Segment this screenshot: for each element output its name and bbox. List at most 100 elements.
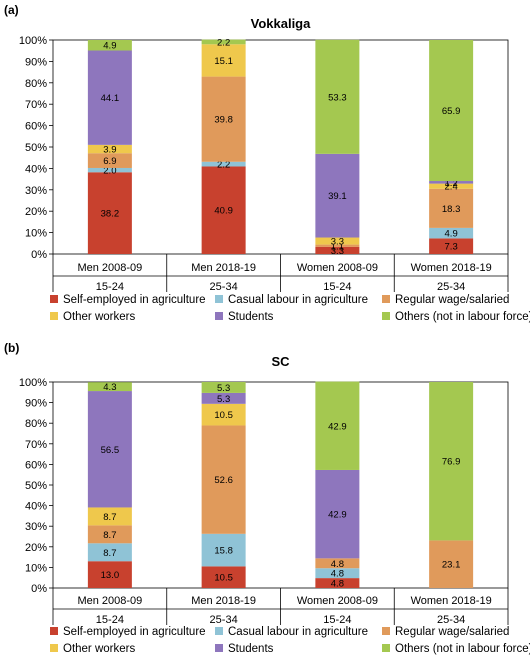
data-label: 1.1 [331, 241, 344, 252]
bar-segment-students [201, 392, 246, 404]
data-label: 5.3 [217, 394, 230, 405]
data-label: 10.5 [214, 573, 233, 584]
legend-swatch [50, 644, 58, 652]
y-tick-label: 80% [25, 78, 47, 90]
data-label: 56.5 [101, 445, 120, 456]
bar-segment-students [87, 50, 132, 145]
x-category-label: Women 2018-19 [411, 595, 492, 607]
bar-segment-regular [201, 76, 246, 162]
legend-label: Students [228, 311, 274, 323]
bar-segment-self_employed [201, 166, 246, 254]
x-category-label: Women 2018-19 [411, 262, 492, 274]
legend-label: Others (not in labour force) [395, 643, 530, 655]
x-category-label: Women 2008-09 [297, 262, 378, 274]
chart-panel: (b) SC 0% 10% 20% 30% 40% 50% 60% 70% 80% 90% 100% Me… [4, 341, 530, 655]
y-tick-label: 50% [25, 480, 47, 492]
bar-segment-students [429, 181, 474, 184]
bar-segment-regular [201, 425, 246, 534]
data-label: 76.9 [442, 457, 461, 468]
bar-segment-regular [429, 188, 474, 228]
data-label: 42.9 [328, 510, 347, 521]
legend-swatch [215, 627, 223, 635]
y-tick-label: 20% [25, 206, 47, 218]
bar-segment-not_in_lf [87, 382, 132, 392]
legend-item: Other workers [50, 643, 135, 655]
y-tick-label: 0% [31, 249, 47, 261]
bar-segment-not_in_lf [87, 40, 132, 51]
x-age-group-label: 15-24 [96, 281, 124, 293]
legend-label: Other workers [63, 643, 135, 655]
legend-swatch [50, 312, 58, 320]
bar-segment-regular [87, 525, 132, 544]
bar-segment-casual [429, 227, 474, 239]
legend-label: Students [228, 643, 274, 655]
legend-item: Casual labour in agriculture [215, 626, 368, 638]
x-category-label: Women 2008-09 [297, 595, 378, 607]
data-label: 4.9 [103, 41, 116, 52]
legend-swatch [50, 295, 58, 303]
chart-title: Vokkaliga [251, 16, 312, 31]
data-label: 3.3 [331, 246, 344, 257]
x-age-group-label: 25-34 [437, 281, 465, 293]
legend-swatch [215, 295, 223, 303]
bar-segment-regular [315, 244, 360, 247]
legend-swatch [50, 627, 58, 635]
bar-segment-self_employed [315, 246, 360, 254]
bar-segment-not_in_lf [315, 381, 360, 470]
bar-segment-casual [201, 533, 246, 567]
bar-segment-other_workers [201, 44, 246, 77]
data-label: 15.8 [214, 546, 233, 557]
bar-segment-regular [87, 153, 132, 168]
legend-label: Self-employed in agriculture [63, 626, 206, 638]
data-label: 52.6 [214, 475, 233, 486]
bar-segment-casual [87, 543, 132, 562]
bar-segment-self_employed [201, 566, 246, 588]
legend-item: Students [215, 311, 274, 323]
data-label: 8.7 [103, 512, 116, 523]
bar-segment-casual [315, 568, 360, 579]
y-tick-label: 60% [25, 459, 47, 471]
x-age-group-label: 25-34 [210, 614, 238, 626]
y-tick-label: 40% [25, 163, 47, 175]
y-tick-label: 10% [25, 562, 47, 574]
data-label: 40.9 [214, 206, 233, 217]
data-label: 1.2 [445, 178, 458, 189]
legend-swatch [382, 627, 390, 635]
legend-label: Regular wage/salaried [395, 294, 509, 306]
data-label: 15.1 [214, 56, 233, 67]
data-label: 38.2 [101, 209, 120, 220]
data-label: 3.9 [103, 145, 116, 156]
bar-segment-students [87, 391, 132, 508]
data-label: 6.9 [103, 156, 116, 167]
x-category-label: Men 2018-19 [191, 595, 256, 607]
y-tick-label: 80% [25, 418, 47, 430]
x-age-group-label: 15-24 [96, 614, 124, 626]
legend-label: Others (not in labour force) [395, 311, 530, 323]
legend-item: Students [215, 643, 274, 655]
legend-item: Self-employed in agriculture [50, 626, 206, 638]
x-age-group-label: 25-34 [437, 614, 465, 626]
legend-item: Regular wage/salaried [382, 294, 509, 306]
x-category-label: Men 2008-09 [77, 595, 142, 607]
bar-segment-not_in_lf [315, 39, 360, 154]
data-label: 18.3 [442, 204, 461, 215]
data-label: 44.1 [101, 93, 120, 104]
x-age-group-label: 25-34 [210, 281, 238, 293]
data-label: 8.7 [103, 548, 116, 559]
x-category-label: Men 2018-19 [191, 262, 256, 274]
bar-segment-casual [87, 167, 132, 173]
y-tick-label: 30% [25, 521, 47, 533]
panel-label: (a) [4, 3, 19, 17]
y-tick-label: 70% [25, 439, 47, 451]
bar-segment-regular [315, 558, 360, 569]
chart-panel: (a) Vokkaliga 0% 10% 20% 30% 40% 50% 60% 70% 80% 90… [4, 3, 530, 323]
legend-item: Self-employed in agriculture [50, 294, 206, 306]
legend-item: Regular wage/salaried [382, 626, 509, 638]
x-age-group-label: 15-24 [323, 281, 351, 293]
bar-segment-students [315, 153, 360, 238]
x-age-group-label: 15-24 [323, 614, 351, 626]
y-tick-label: 60% [25, 121, 47, 133]
y-tick-label: 40% [25, 501, 47, 513]
bar-segment-other_workers [87, 144, 132, 154]
